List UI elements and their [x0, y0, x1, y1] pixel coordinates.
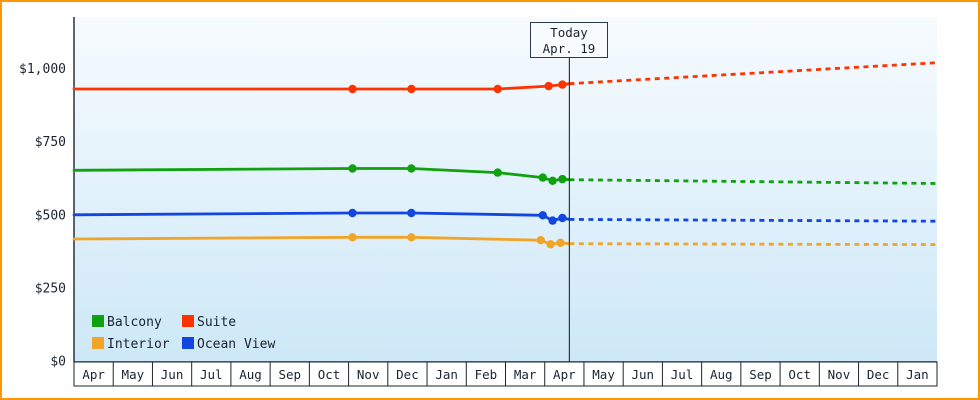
month-label: Jun: [632, 367, 655, 382]
month-label: Jun: [161, 367, 184, 382]
month-label: Apr: [553, 367, 576, 382]
month-label: Feb: [475, 367, 498, 382]
month-label: May: [122, 367, 145, 382]
data-point-ocean-view: [407, 208, 416, 218]
month-label: Nov: [828, 367, 851, 382]
today-label-box: Today Apr. 19: [530, 22, 608, 58]
month-label: Jan: [906, 367, 929, 382]
data-point-balcony: [548, 176, 557, 185]
month-label: Sep: [278, 367, 301, 382]
series-forecast-interior: [569, 242, 938, 247]
month-label: Oct: [788, 367, 811, 382]
series-forecast-suite: [569, 61, 938, 86]
y-tick-label: $0: [50, 355, 66, 370]
data-point-ocean-view: [558, 213, 567, 223]
data-point-interior: [556, 238, 565, 247]
month-label: May: [592, 367, 615, 382]
legend-swatch-interior: [92, 337, 104, 349]
data-point-suite: [544, 81, 553, 91]
data-point-suite: [348, 84, 357, 94]
month-label: Dec: [867, 367, 890, 382]
legend-swatch-ocean-view: [182, 337, 194, 349]
month-label: Oct: [318, 367, 341, 382]
month-label: Nov: [357, 367, 380, 382]
data-point-balcony: [348, 164, 357, 173]
month-label: Jan: [435, 367, 458, 382]
month-label: Jul: [671, 367, 694, 382]
legend-label: Interior: [107, 337, 170, 352]
today-date: Apr. 19: [542, 41, 596, 56]
data-point-suite: [558, 80, 567, 89]
data-point-ocean-view: [548, 216, 557, 225]
data-point-balcony: [538, 173, 547, 182]
plot-area: [74, 17, 937, 362]
legend: Balcony Suite Interior Ocean View: [92, 315, 275, 352]
y-tick-label: $1,000: [19, 62, 66, 77]
legend-label: Balcony: [107, 315, 162, 330]
data-point-interior: [546, 240, 555, 249]
data-point-balcony: [407, 164, 416, 173]
plot-background: [74, 17, 937, 362]
today-label: Today: [550, 25, 588, 40]
month-label: Aug: [239, 367, 262, 382]
month-label: Dec: [396, 367, 419, 382]
y-tick-label: $750: [35, 135, 66, 150]
y-tick-label: $250: [35, 281, 66, 296]
series-forecast-balcony: [569, 178, 938, 185]
data-point-balcony: [558, 174, 567, 184]
series-forecast-ocean-view: [569, 218, 938, 223]
legend-label: Ocean View: [197, 337, 275, 352]
legend-swatch-suite: [182, 315, 194, 327]
month-label: Aug: [710, 367, 733, 382]
data-point-suite: [493, 84, 502, 94]
data-point-ocean-view: [348, 208, 357, 218]
data-point-balcony: [493, 168, 502, 177]
month-label: Apr: [82, 367, 105, 382]
data-point-suite: [407, 84, 416, 94]
data-point-interior: [348, 233, 357, 242]
series-lines: [72, 61, 938, 249]
month-label: Mar: [514, 367, 537, 382]
data-point-ocean-view: [538, 211, 547, 220]
data-point-interior: [407, 233, 416, 242]
data-point-interior: [536, 236, 545, 245]
legend-swatch-balcony: [92, 315, 104, 327]
month-label: Jul: [200, 367, 223, 382]
month-label: Sep: [749, 367, 772, 382]
y-tick-label: $500: [35, 208, 66, 223]
legend-label: Suite: [197, 315, 236, 330]
